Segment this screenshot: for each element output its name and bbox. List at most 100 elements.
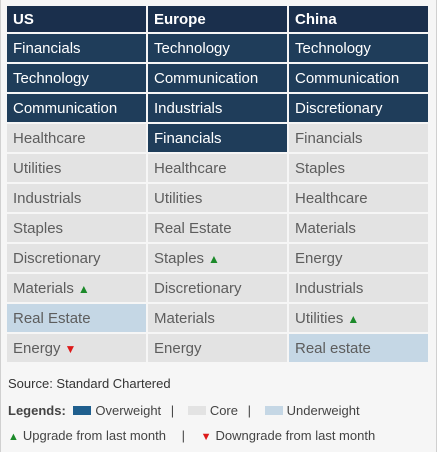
sector-cell-us: Discretionary bbox=[7, 244, 146, 272]
legend-row-tiers: Legends: Overweight | Core | Underweight bbox=[8, 403, 360, 418]
legend-core: Core bbox=[209, 403, 238, 418]
sector-label: Materials bbox=[295, 219, 356, 237]
table-row: Technology Communication Communication bbox=[7, 64, 428, 92]
sector-label: Utilities bbox=[295, 309, 344, 327]
sector-cell-china: Materials bbox=[289, 214, 428, 242]
sector-label: Discretionary bbox=[295, 99, 383, 117]
table-row: Energy ▼ Energy Real estate bbox=[7, 334, 428, 362]
core-swatch bbox=[187, 406, 206, 416]
table-row: Real Estate Materials Utilities ▲ bbox=[7, 304, 428, 332]
legend-upgrade: Upgrade from last month bbox=[22, 428, 166, 443]
source-note: Source: Standard Chartered bbox=[8, 376, 171, 391]
sector-label: Healthcare bbox=[295, 189, 368, 207]
sector-label: Industrials bbox=[154, 99, 223, 117]
table-row: Communication Industrials Discretionary bbox=[7, 94, 428, 122]
sector-cell-europe: Financials bbox=[148, 124, 287, 152]
table-body: Financials Technology Technology Technology… bbox=[7, 34, 428, 362]
sector-cell-us: Energy ▼ bbox=[7, 334, 146, 362]
sector-cell-europe: Staples ▲ bbox=[148, 244, 287, 272]
upgrade-arrow-icon: ▲ bbox=[347, 311, 360, 326]
sector-label: Real estate bbox=[295, 339, 371, 357]
upgrade-arrow-icon: ▲ bbox=[77, 281, 90, 296]
sector-label: Materials bbox=[13, 279, 74, 297]
column-header-europe: Europe bbox=[148, 6, 287, 32]
sector-cell-us: Utilities bbox=[7, 154, 146, 182]
sector-label: Utilities bbox=[13, 159, 62, 177]
table-row: Materials ▲ Discretionary Industrials bbox=[7, 274, 428, 302]
sector-label: Utilities bbox=[154, 189, 203, 207]
downgrade-arrow-icon: ▼ bbox=[200, 431, 212, 443]
sector-cell-europe: Communication bbox=[148, 64, 287, 92]
sector-cell-us: Communication bbox=[7, 94, 146, 122]
sector-cell-europe: Technology bbox=[148, 34, 287, 62]
sector-label: Energy bbox=[154, 339, 202, 357]
sector-cell-china: Industrials bbox=[289, 274, 428, 302]
sector-cell-china: Communication bbox=[289, 64, 428, 92]
sector-table: US Europe China Financials Technology Tech… bbox=[5, 4, 430, 364]
header-row: US Europe China bbox=[7, 6, 428, 32]
sector-cell-europe: Healthcare bbox=[148, 154, 287, 182]
upgrade-arrow-icon: ▲ bbox=[208, 251, 220, 266]
sector-cell-us: Staples bbox=[7, 214, 146, 242]
sector-label: Financials bbox=[154, 129, 222, 147]
sector-cell-us: Real Estate bbox=[7, 304, 146, 332]
sector-label: Healthcare bbox=[154, 159, 227, 177]
table-row: Financials Technology Technology bbox=[7, 34, 428, 62]
sector-label: Financials bbox=[13, 39, 81, 57]
sector-label: Communication bbox=[295, 69, 400, 87]
column-header-china: China bbox=[289, 6, 428, 32]
sector-label: Financials bbox=[295, 129, 363, 147]
sector-label: Discretionary bbox=[154, 279, 242, 297]
overweight-swatch bbox=[73, 406, 92, 416]
column-header-us: US bbox=[7, 6, 146, 32]
legend-downgrade: Downgrade from last month bbox=[215, 428, 376, 443]
sector-label: Discretionary bbox=[13, 249, 101, 267]
legend-overweight: Overweight bbox=[95, 403, 162, 418]
legend-row-arrows: ▲ Upgrade from last month | ▼ Downgrade fr… bbox=[8, 428, 375, 443]
downgrade-arrow-icon: ▼ bbox=[64, 341, 77, 356]
legend-title: Legends: bbox=[8, 403, 66, 418]
sector-label: Industrials bbox=[295, 279, 364, 297]
legend-separator: | bbox=[247, 403, 252, 418]
sector-cell-china: Staples bbox=[289, 154, 428, 182]
sector-label: Technology bbox=[295, 39, 371, 57]
sector-label: Energy bbox=[13, 339, 61, 357]
sector-cell-us: Financials bbox=[7, 34, 146, 62]
sector-cell-china: Discretionary bbox=[289, 94, 428, 122]
sector-cell-europe: Utilities bbox=[148, 184, 287, 212]
sector-cell-china: Technology bbox=[289, 34, 428, 62]
sector-label: Energy bbox=[295, 249, 343, 267]
sector-label: Real Estate bbox=[13, 309, 91, 327]
sector-cell-china: Real estate bbox=[289, 334, 428, 362]
legend-underweight: Underweight bbox=[286, 403, 360, 418]
sector-label: Communication bbox=[154, 69, 259, 87]
sector-cell-europe: Real Estate bbox=[148, 214, 287, 242]
sector-label: Staples bbox=[13, 219, 64, 237]
sector-cell-us: Industrials bbox=[7, 184, 146, 212]
sector-label: Materials bbox=[154, 309, 215, 327]
table-row: Healthcare Financials Financials bbox=[7, 124, 428, 152]
sector-label: Communication bbox=[13, 99, 118, 117]
table-row: Utilities Healthcare Staples bbox=[7, 154, 428, 182]
sector-cell-europe: Industrials bbox=[148, 94, 287, 122]
sector-label: Staples bbox=[154, 249, 205, 267]
table-row: Industrials Utilities Healthcare bbox=[7, 184, 428, 212]
sector-label: Industrials bbox=[13, 189, 82, 207]
sector-cell-china: Utilities ▲ bbox=[289, 304, 428, 332]
sector-cell-us: Technology bbox=[7, 64, 146, 92]
sector-label: Real Estate bbox=[154, 219, 232, 237]
legend-separator: | bbox=[181, 428, 185, 443]
upgrade-arrow-icon: ▲ bbox=[8, 431, 19, 443]
sector-cell-europe: Materials bbox=[148, 304, 287, 332]
sector-cell-china: Energy bbox=[289, 244, 428, 272]
sector-label: Technology bbox=[13, 69, 89, 87]
sector-cell-us: Materials ▲ bbox=[7, 274, 146, 302]
sector-label: Staples bbox=[295, 159, 346, 177]
sector-cell-europe: Discretionary bbox=[148, 274, 287, 302]
table-row: Staples Real Estate Materials bbox=[7, 214, 428, 242]
underweight-swatch bbox=[264, 406, 283, 416]
sector-cell-china: Healthcare bbox=[289, 184, 428, 212]
sector-label: Technology bbox=[154, 39, 230, 57]
sector-cell-europe: Energy bbox=[148, 334, 287, 362]
